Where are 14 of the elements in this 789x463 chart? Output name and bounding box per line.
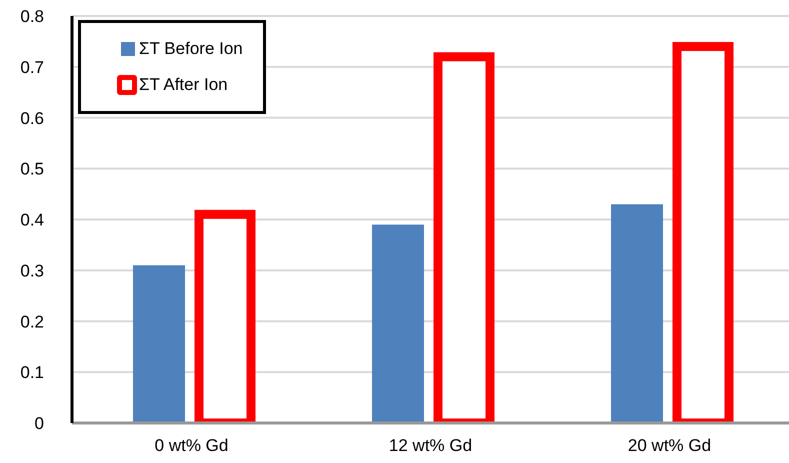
y-tick-label: 0 [34, 414, 44, 434]
y-tick-label: 0.2 [20, 312, 44, 332]
x-tick-label: 0 wt% Gd [154, 436, 228, 456]
y-tick-label: 0.1 [20, 363, 44, 382]
y-tick-label: 0.7 [20, 58, 44, 77]
y-tick-label: 0.6 [20, 108, 44, 128]
legend-label: ΣT After Ion [139, 75, 228, 95]
y-tick-label: 0.5 [20, 160, 44, 179]
x-tick-label: 20 wt% Gd [628, 436, 712, 456]
legend-label: ΣT Before Ion [139, 39, 243, 59]
y-tick-label: 0.4 [20, 210, 44, 230]
x-tick-label: 12 wt% Gd [388, 436, 472, 456]
y-tick-label: 0.3 [20, 261, 44, 280]
y-tick-label: 0.8 [20, 7, 44, 26]
